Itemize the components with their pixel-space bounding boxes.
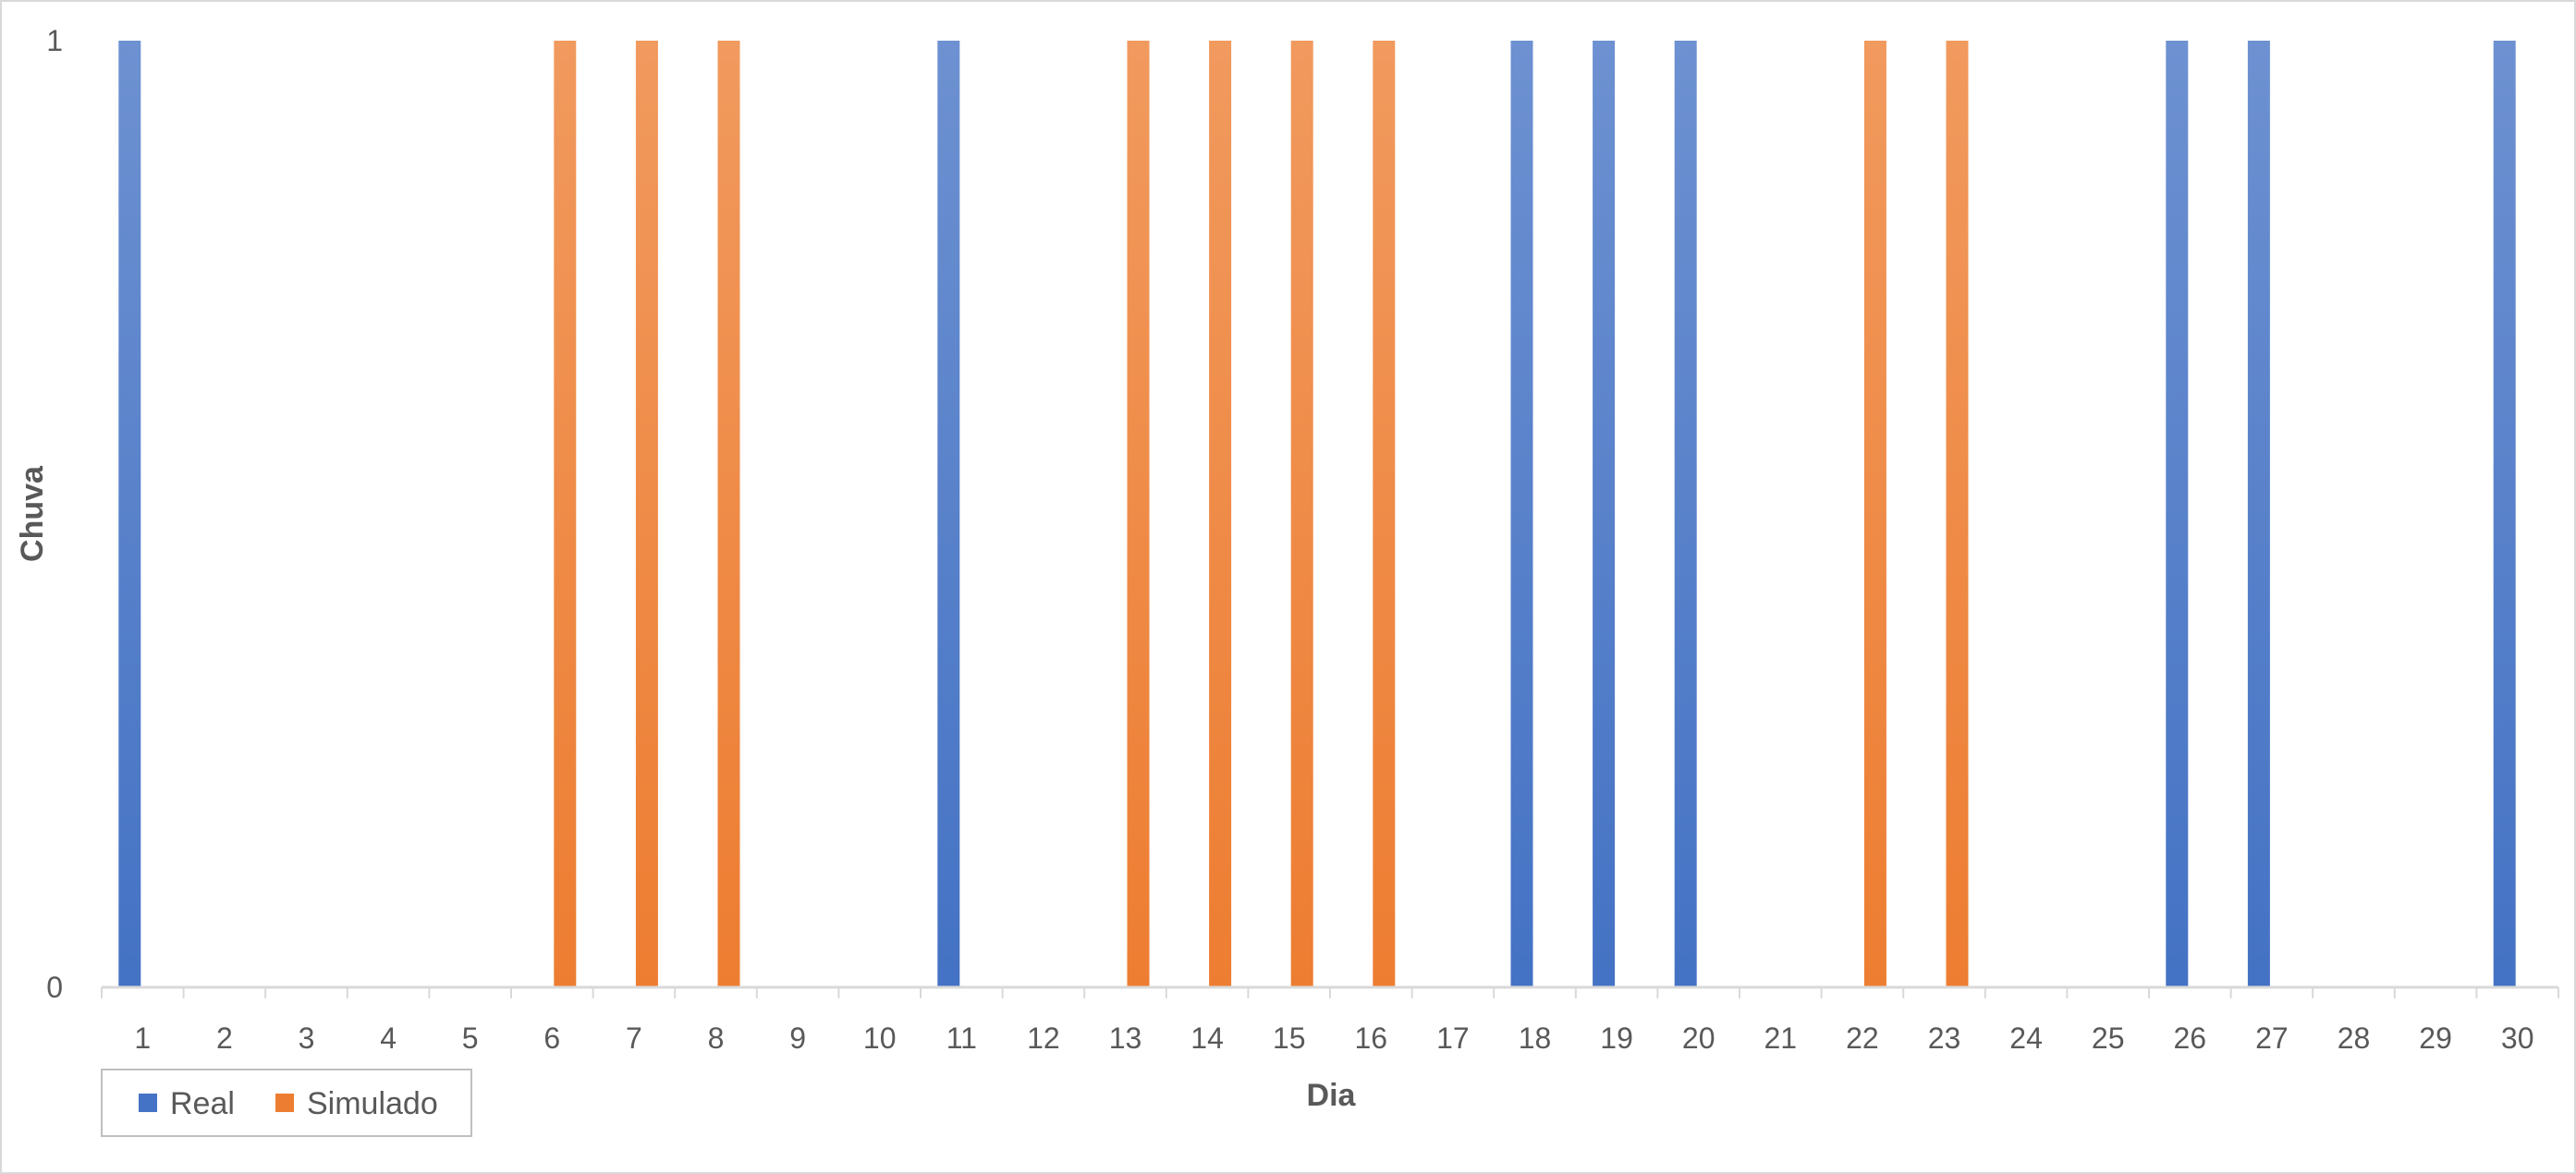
x-tick-label: 17	[1436, 1021, 1470, 1055]
x-tick-label: 8	[708, 1021, 725, 1055]
x-tick-label: 26	[2174, 1021, 2207, 1055]
bar-real-day-19	[1593, 41, 1616, 987]
x-tick-label: 6	[543, 1021, 560, 1055]
bar-simulado-day-23	[1946, 41, 1969, 987]
bar-real-day-20	[1674, 41, 1697, 987]
x-tick-label: 13	[1109, 1021, 1142, 1055]
bar-simulado-day-14	[1209, 41, 1232, 987]
x-tick-label: 20	[1682, 1021, 1715, 1055]
y-axis-title: Chuva	[15, 465, 50, 562]
x-tick-label: 18	[1519, 1021, 1552, 1055]
x-tick-label: 27	[2255, 1021, 2289, 1055]
legend: Real Simulado	[101, 1069, 472, 1137]
x-tick-label: 22	[1846, 1021, 1879, 1055]
x-tick-label: 1	[134, 1021, 151, 1055]
x-tick-label: 9	[789, 1021, 806, 1055]
x-tick-label: 3	[299, 1021, 315, 1055]
x-tick-label: 14	[1190, 1021, 1224, 1055]
x-tick-label: 2	[216, 1021, 233, 1055]
bar-real-day-27	[2247, 41, 2270, 987]
x-tick-label: 15	[1273, 1021, 1306, 1055]
x-tick-label: 19	[1600, 1021, 1633, 1055]
legend-swatch-real	[139, 1094, 157, 1112]
bar-simulado-day-7	[635, 41, 658, 987]
bar-real-day-11	[937, 41, 960, 987]
bar-simulado-day-15	[1290, 41, 1313, 987]
x-tick-label: 29	[2419, 1021, 2452, 1055]
bar-real-day-26	[2166, 41, 2189, 987]
x-tick-label: 28	[2338, 1021, 2371, 1055]
x-tick-label: 7	[626, 1021, 642, 1055]
x-tick-label: 25	[2092, 1021, 2125, 1055]
bars-layer	[118, 41, 2516, 987]
x-tick-label: 21	[1764, 1021, 1798, 1055]
x-tick-label: 12	[1027, 1021, 1060, 1055]
x-tick-label: 4	[380, 1021, 397, 1055]
x-tick-label: 5	[462, 1021, 479, 1055]
bar-simulado-day-22	[1863, 41, 1886, 987]
bar-real-day-18	[1510, 41, 1533, 987]
x-tick-label: 23	[1928, 1021, 1961, 1055]
x-tick-label: 11	[946, 1021, 977, 1055]
y-tick-label: 1	[46, 24, 63, 57]
legend-label-simulado: Simulado	[307, 1086, 438, 1121]
bar-simulado-day-8	[717, 41, 740, 987]
x-tick-label: 10	[863, 1021, 897, 1055]
x-axis-title: Dia	[1307, 1078, 1357, 1113]
y-tick-label: 0	[46, 971, 63, 1004]
x-tick-label: 30	[2501, 1021, 2534, 1055]
bar-real-day-1	[118, 41, 141, 987]
bar-real-day-30	[2493, 41, 2516, 987]
bar-simulado-day-13	[1127, 41, 1150, 987]
axis-layer: 1 2 3 4 5 6 7 8 9 10 11 12 13 14 15 16 17 18 19 20 21 22 23 24 2…	[46, 24, 2559, 1055]
x-tick-label: 24	[2009, 1021, 2043, 1055]
bar-simulado-day-16	[1373, 41, 1396, 987]
legend-label-real: Real	[170, 1086, 235, 1121]
legend-swatch-simulado	[275, 1094, 294, 1112]
bar-simulado-day-6	[554, 41, 577, 987]
x-tick-label: 16	[1355, 1021, 1388, 1055]
